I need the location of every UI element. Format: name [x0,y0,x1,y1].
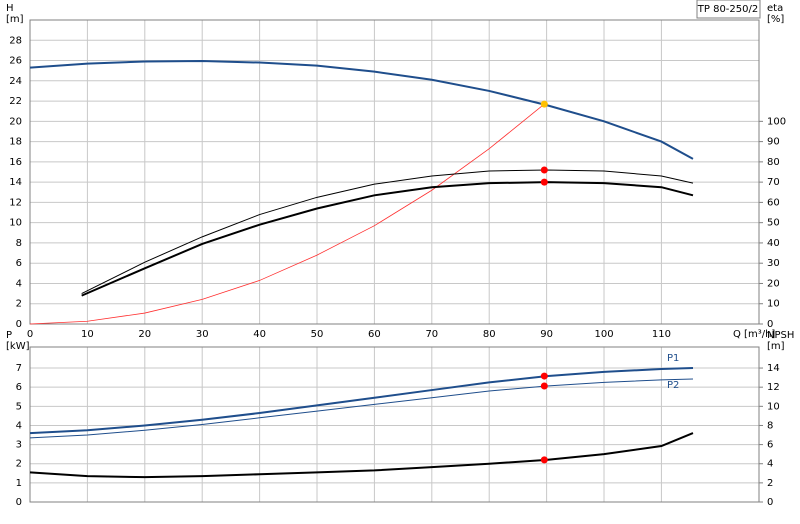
x-tick-label: 30 [196,329,209,340]
y2-tick-label: 14 [767,363,780,374]
x-tick-label: 10 [81,329,94,340]
duty-point [540,100,548,108]
x-tick-label: 20 [138,329,151,340]
x-tick-label: 110 [652,329,671,340]
plot-frame [29,19,760,325]
plot-area [30,20,759,324]
y2-tick-label: 2 [767,478,773,489]
series-line [29,432,694,479]
x-tick-label: 100 [594,329,613,340]
series-label: P2 [667,380,679,391]
y-axis-label: P [6,330,12,341]
y-tick-label: 5 [16,401,22,412]
x-tick-label: 50 [311,329,324,340]
series-line [29,367,694,435]
y2-tick-label: 10 [767,299,780,310]
y-tick-label: 22 [9,96,22,107]
pump-label: TP 80-250/2 [697,4,758,15]
y2-tick-label: 8 [767,420,773,431]
y2-tick-label: 60 [767,197,780,208]
y2-tick-label: 20 [767,278,780,289]
duty-point [540,178,548,186]
y-tick-label: 20 [9,116,22,127]
duty-point [540,382,548,390]
series-line [81,169,694,295]
x-tick-label: 60 [368,329,381,340]
y-tick-label: 0 [16,319,22,330]
y2-axis-label: [%] [767,14,784,25]
y2-tick-label: 90 [767,137,780,148]
y-axis-label: H [6,3,14,14]
y2-tick-label: 70 [767,177,780,188]
y2-tick-label: 40 [767,238,780,249]
label-box [696,0,761,19]
y-tick-label: 4 [16,420,22,431]
y2-tick-label: 30 [767,258,780,269]
series-line [29,60,694,160]
plot-frame [29,346,760,503]
x-tick-label: 70 [425,329,438,340]
y2-axis-label: NPSH [767,330,794,341]
y2-tick-label: 80 [767,157,780,168]
y-tick-label: 0 [16,497,22,508]
duty-point [540,166,548,174]
y2-axis-label: [m] [767,341,785,352]
y2-tick-label: 12 [767,382,780,393]
y-tick-label: 3 [16,440,22,451]
y-tick-label: 16 [9,157,22,168]
x-tick-label: 80 [483,329,496,340]
y2-tick-label: 0 [767,319,773,330]
y-tick-label: 12 [9,197,22,208]
y-tick-label: 1 [16,478,22,489]
y2-axis-label: eta [767,3,783,14]
duty-point [540,372,548,380]
series-line [81,181,694,297]
y-tick-label: 24 [9,76,22,87]
y-axis-label: [m] [6,14,24,25]
y-tick-label: 2 [16,299,22,310]
y2-tick-label: 100 [767,116,786,127]
y2-tick-label: 4 [767,459,773,470]
y-tick-label: 26 [9,56,22,67]
x-tick-label: 90 [540,329,553,340]
series-line [29,103,545,325]
y2-tick-label: 6 [767,440,773,451]
y-tick-label: 2 [16,459,22,470]
series-line [29,378,694,439]
y-tick-label: 18 [9,137,22,148]
y2-tick-label: 0 [767,497,773,508]
y-tick-label: 7 [16,363,22,374]
series-label: P1 [667,353,679,364]
x-tick-label: 40 [253,329,266,340]
duty-point [540,456,548,464]
y2-tick-label: 10 [767,401,780,412]
y-axis-label: [kW] [6,341,30,352]
y-tick-label: 28 [9,35,22,46]
x-axis-label: Q [m³/h] [733,329,775,340]
y-tick-label: 4 [16,278,22,289]
y-tick-label: 8 [16,238,22,249]
y-tick-label: 14 [9,177,22,188]
y-tick-label: 6 [16,258,22,269]
y-tick-label: 10 [9,218,22,229]
x-tick-label: 0 [27,329,33,340]
y2-tick-label: 50 [767,218,780,229]
y-tick-label: 6 [16,382,22,393]
